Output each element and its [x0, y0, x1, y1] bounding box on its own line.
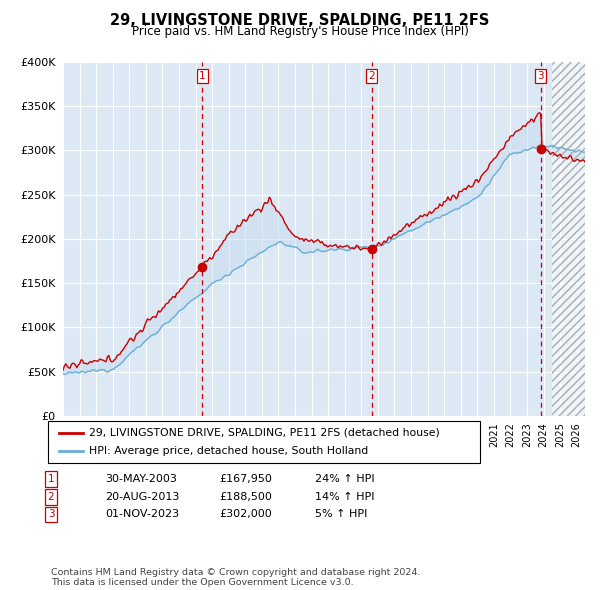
Text: 3: 3 — [47, 510, 55, 519]
Text: 3: 3 — [538, 71, 544, 81]
Text: £167,950: £167,950 — [219, 474, 272, 484]
Text: 1: 1 — [199, 71, 206, 81]
Text: 01-NOV-2023: 01-NOV-2023 — [105, 510, 179, 519]
Text: Contains HM Land Registry data © Crown copyright and database right 2024.
This d: Contains HM Land Registry data © Crown c… — [51, 568, 421, 587]
Text: 5% ↑ HPI: 5% ↑ HPI — [315, 510, 367, 519]
Text: 29, LIVINGSTONE DRIVE, SPALDING, PE11 2FS (detached house): 29, LIVINGSTONE DRIVE, SPALDING, PE11 2F… — [89, 428, 440, 438]
Text: 2: 2 — [368, 71, 375, 81]
Text: £302,000: £302,000 — [219, 510, 272, 519]
Text: £188,500: £188,500 — [219, 492, 272, 502]
Text: 1: 1 — [47, 474, 55, 484]
Text: HPI: Average price, detached house, South Holland: HPI: Average price, detached house, Sout… — [89, 446, 368, 456]
Text: 2: 2 — [47, 492, 55, 502]
Text: 20-AUG-2013: 20-AUG-2013 — [105, 492, 179, 502]
Text: 14% ↑ HPI: 14% ↑ HPI — [315, 492, 374, 502]
Text: 30-MAY-2003: 30-MAY-2003 — [105, 474, 177, 484]
Text: Price paid vs. HM Land Registry's House Price Index (HPI): Price paid vs. HM Land Registry's House … — [131, 25, 469, 38]
Text: 24% ↑ HPI: 24% ↑ HPI — [315, 474, 374, 484]
Text: 29, LIVINGSTONE DRIVE, SPALDING, PE11 2FS: 29, LIVINGSTONE DRIVE, SPALDING, PE11 2F… — [110, 13, 490, 28]
Bar — [552, 62, 585, 416]
